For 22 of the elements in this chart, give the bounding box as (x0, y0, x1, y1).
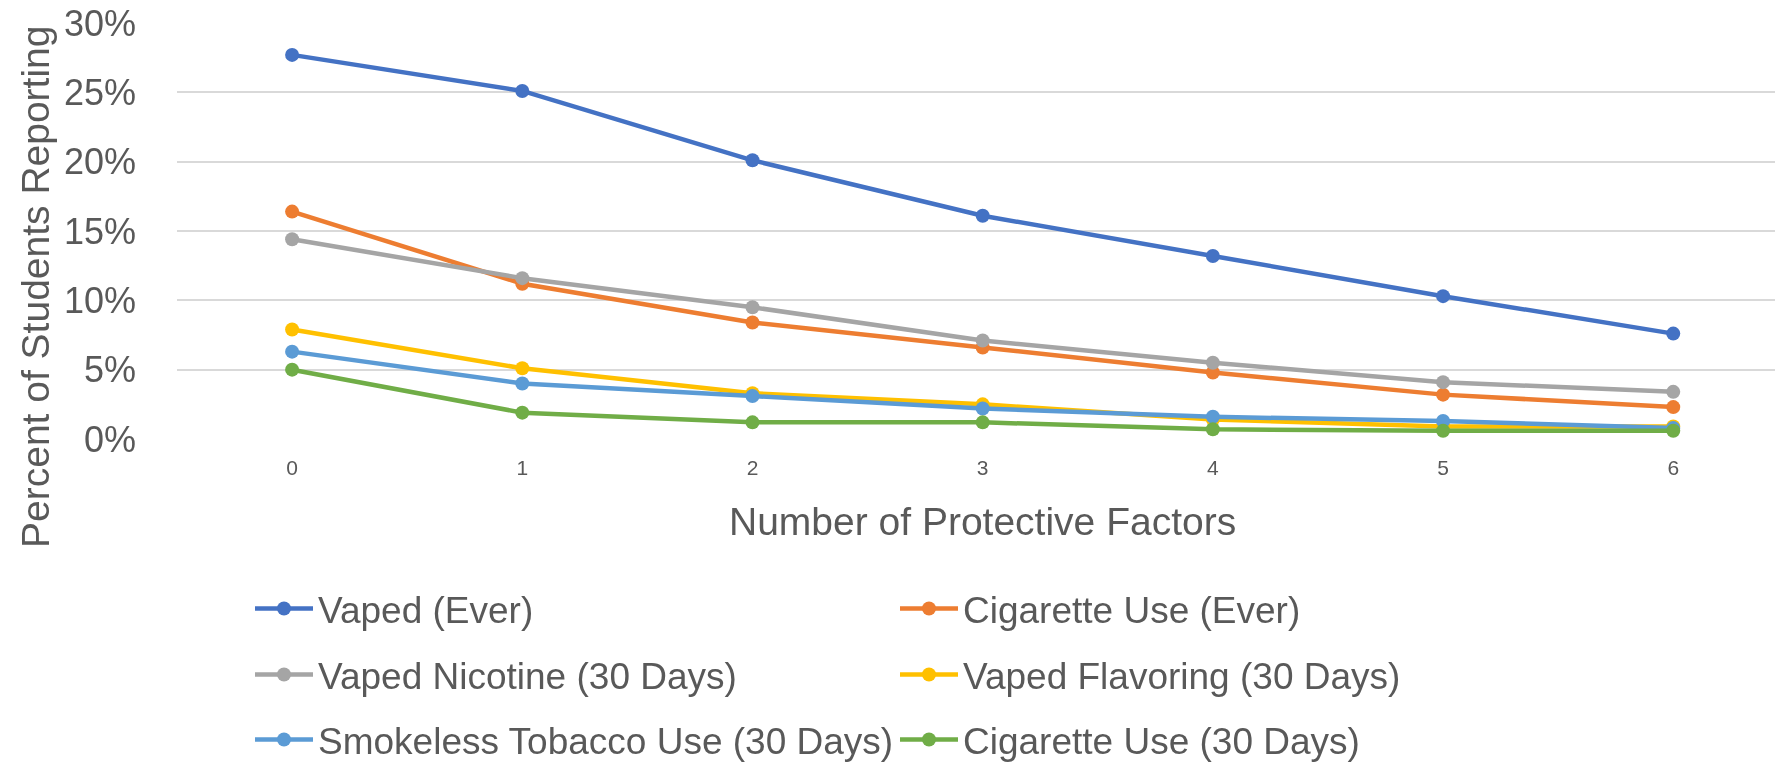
y-tick-label: 20% (63, 141, 136, 183)
y-tick-label: 30% (63, 2, 136, 44)
y-axis-title: Percent of Students Reporting (14, 25, 57, 548)
legend-label: Cigarette Use (Ever) (963, 589, 1301, 631)
y-tick-label: 15% (63, 210, 136, 252)
legend-label: Cigarette Use (30 Days) (963, 720, 1360, 762)
y-tick-label: 5% (83, 349, 136, 391)
x-tick-label: 2 (746, 456, 759, 479)
x-tick-label: 3 (976, 456, 989, 479)
y-tick-label: 10% (63, 279, 136, 321)
legend-label: Vaped Nicotine (30 Days) (318, 655, 737, 697)
y-tick-label: 25% (63, 71, 136, 113)
legend-label: Vaped (Ever) (318, 589, 534, 631)
y-tick-label: 0% (83, 418, 136, 460)
x-axis-title: Number of Protective Factors (729, 500, 1237, 543)
legend-label: Smokeless Tobacco Use (30 Days) (318, 720, 894, 762)
x-tick-label: 0 (286, 456, 298, 479)
x-tick-label: 1 (516, 456, 529, 479)
x-tick-label: 4 (1207, 456, 1220, 479)
x-tick-label: 5 (1437, 456, 1449, 479)
x-tick-label: 6 (1667, 456, 1680, 479)
legend-label: Vaped Flavoring (30 Days) (963, 655, 1401, 697)
